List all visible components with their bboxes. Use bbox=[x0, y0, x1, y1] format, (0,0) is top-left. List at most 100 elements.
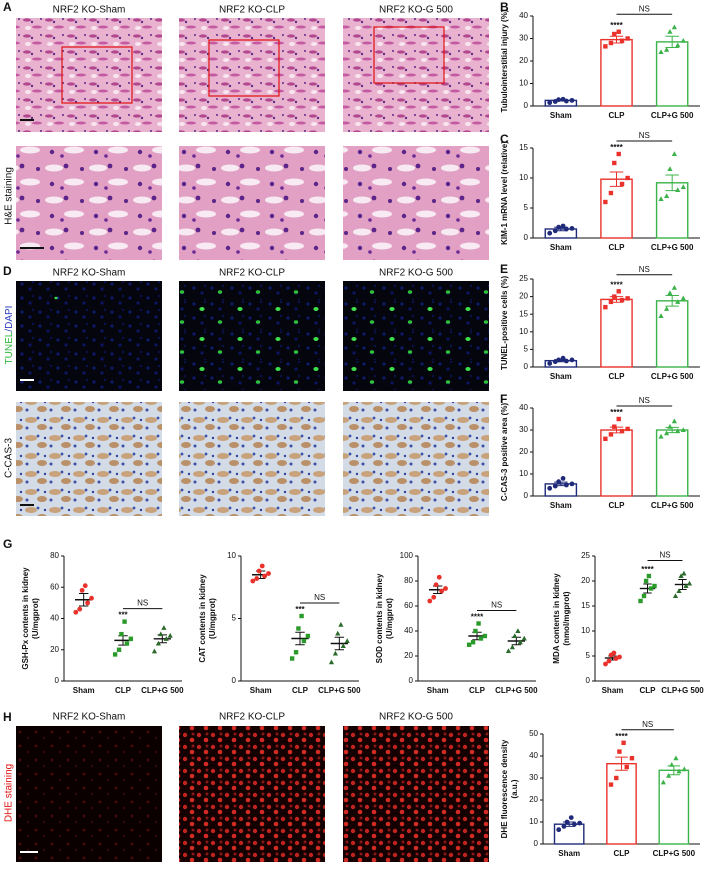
panel-letter: A bbox=[3, 0, 12, 14]
data-point bbox=[675, 299, 681, 304]
column-title: NRF2 KO-CLP bbox=[219, 5, 285, 16]
comparison-label: NS bbox=[659, 551, 670, 560]
y-axis-label: (nmol/mgprot) bbox=[562, 591, 571, 646]
data-point bbox=[612, 160, 617, 166]
data-point bbox=[672, 593, 679, 598]
micrographs bbox=[16, 726, 489, 862]
data-point bbox=[675, 428, 681, 434]
y-tick-label: 10 bbox=[581, 626, 590, 635]
y-tick-label: 25 bbox=[519, 274, 528, 283]
y-tick-label: 50 bbox=[529, 729, 538, 738]
comparison-label: NS bbox=[642, 720, 653, 729]
y-axis-label: CAT contents in kidney bbox=[198, 574, 207, 663]
data-point bbox=[625, 296, 630, 301]
chart: 0 10 20 30 40 C-CAS-3 positive area (%) Sham CL… bbox=[500, 396, 700, 510]
y-tick-label: 0 bbox=[232, 676, 237, 685]
data-point bbox=[667, 28, 673, 34]
data-point bbox=[439, 588, 444, 594]
error-bar bbox=[615, 756, 628, 771]
data-point bbox=[256, 568, 262, 574]
data-point bbox=[433, 582, 439, 588]
data-point bbox=[266, 571, 271, 576]
x-tick-label: CLP bbox=[609, 501, 626, 510]
data-point bbox=[680, 295, 686, 301]
comparison-label: NS bbox=[639, 396, 650, 405]
x-tick-label: CLP bbox=[609, 243, 626, 252]
y-tick-label: 20 bbox=[581, 576, 590, 585]
data-point bbox=[664, 430, 670, 436]
y-axis-label: Tubulointerstitial injury (%) bbox=[500, 9, 509, 112]
data-point bbox=[122, 619, 127, 624]
column-title: NRF2 KO-CLP bbox=[219, 268, 285, 279]
data-point bbox=[564, 226, 569, 232]
data-point bbox=[671, 285, 677, 290]
data-point bbox=[163, 636, 169, 641]
y-tick-label: 20 bbox=[519, 292, 528, 301]
x-tick-label: CLP+G 500 bbox=[141, 686, 184, 695]
y-tick-label: 5 bbox=[524, 345, 529, 354]
data-point bbox=[675, 42, 681, 48]
x-tick-label: Sham bbox=[550, 501, 572, 510]
data-point bbox=[296, 626, 301, 631]
y-tick-label: 20 bbox=[519, 56, 528, 65]
y-tick-label: 0 bbox=[409, 676, 414, 685]
data-point bbox=[119, 631, 124, 637]
data-point bbox=[680, 427, 686, 432]
data-point bbox=[664, 193, 670, 198]
y-tick-label: 25 bbox=[581, 551, 590, 560]
x-tick-label: Sham bbox=[250, 686, 272, 695]
micrograph bbox=[343, 281, 489, 391]
y-tick-label: 0 bbox=[55, 676, 60, 685]
data-point bbox=[301, 638, 307, 644]
y-axis-label: (U/mgprot) bbox=[31, 598, 40, 639]
y-axis-label: KIM-1 mRNA level (relative) bbox=[500, 141, 509, 245]
data-point bbox=[619, 297, 625, 303]
data-point bbox=[612, 424, 617, 429]
x-tick-label: Sham bbox=[550, 243, 572, 252]
comparison-label: NS bbox=[639, 265, 650, 274]
data-point bbox=[332, 650, 338, 656]
comparison-label: NS bbox=[491, 601, 502, 610]
data-point bbox=[614, 775, 619, 781]
data-point bbox=[547, 485, 553, 491]
chart: 0 20 40 60 80 GSH-Px contents in kidney (U/mgp… bbox=[21, 551, 184, 695]
significance: **** bbox=[615, 732, 628, 741]
y-axis-label: DHE fluorescence density bbox=[500, 739, 509, 838]
error-bar bbox=[643, 583, 652, 594]
data-point bbox=[556, 224, 562, 230]
data-point bbox=[167, 632, 173, 638]
y-axis-label: (U/mgprot) bbox=[385, 598, 394, 639]
column-title: NRF2 KO-Sham bbox=[53, 712, 126, 723]
micrograph bbox=[179, 726, 325, 862]
y-tick-label: 20 bbox=[404, 651, 413, 660]
data-point bbox=[289, 656, 295, 661]
y-tick-label: 0 bbox=[524, 233, 529, 242]
data-point bbox=[648, 586, 654, 591]
chart: 0 5 10 15 KIM-1 mRNA level (relative) Sham CLP… bbox=[500, 131, 700, 252]
data-point bbox=[473, 628, 478, 634]
data-point bbox=[667, 166, 673, 171]
x-tick-label: CLP+G 500 bbox=[495, 686, 538, 695]
y-tick-label: 80 bbox=[50, 551, 59, 560]
y-tick-label: 10 bbox=[519, 173, 528, 182]
error-bar bbox=[665, 35, 679, 48]
data-point bbox=[259, 563, 265, 569]
data-point bbox=[643, 578, 649, 584]
data-point bbox=[658, 49, 664, 54]
data-point bbox=[629, 756, 635, 761]
y-tick-label: 5 bbox=[586, 651, 591, 660]
data-point bbox=[564, 358, 569, 364]
data-point bbox=[476, 621, 481, 626]
data-point bbox=[686, 580, 693, 586]
micrograph bbox=[179, 146, 325, 260]
data-point bbox=[254, 576, 260, 581]
data-point bbox=[606, 658, 612, 664]
micrograph bbox=[179, 281, 325, 391]
y-tick-label: 40 bbox=[519, 403, 528, 412]
row-label: C-CAS-3 bbox=[4, 438, 15, 478]
data-point bbox=[666, 773, 672, 778]
data-point bbox=[676, 768, 682, 774]
bar bbox=[600, 38, 633, 107]
data-point bbox=[603, 661, 608, 667]
y-tick-label: 60 bbox=[50, 582, 59, 591]
